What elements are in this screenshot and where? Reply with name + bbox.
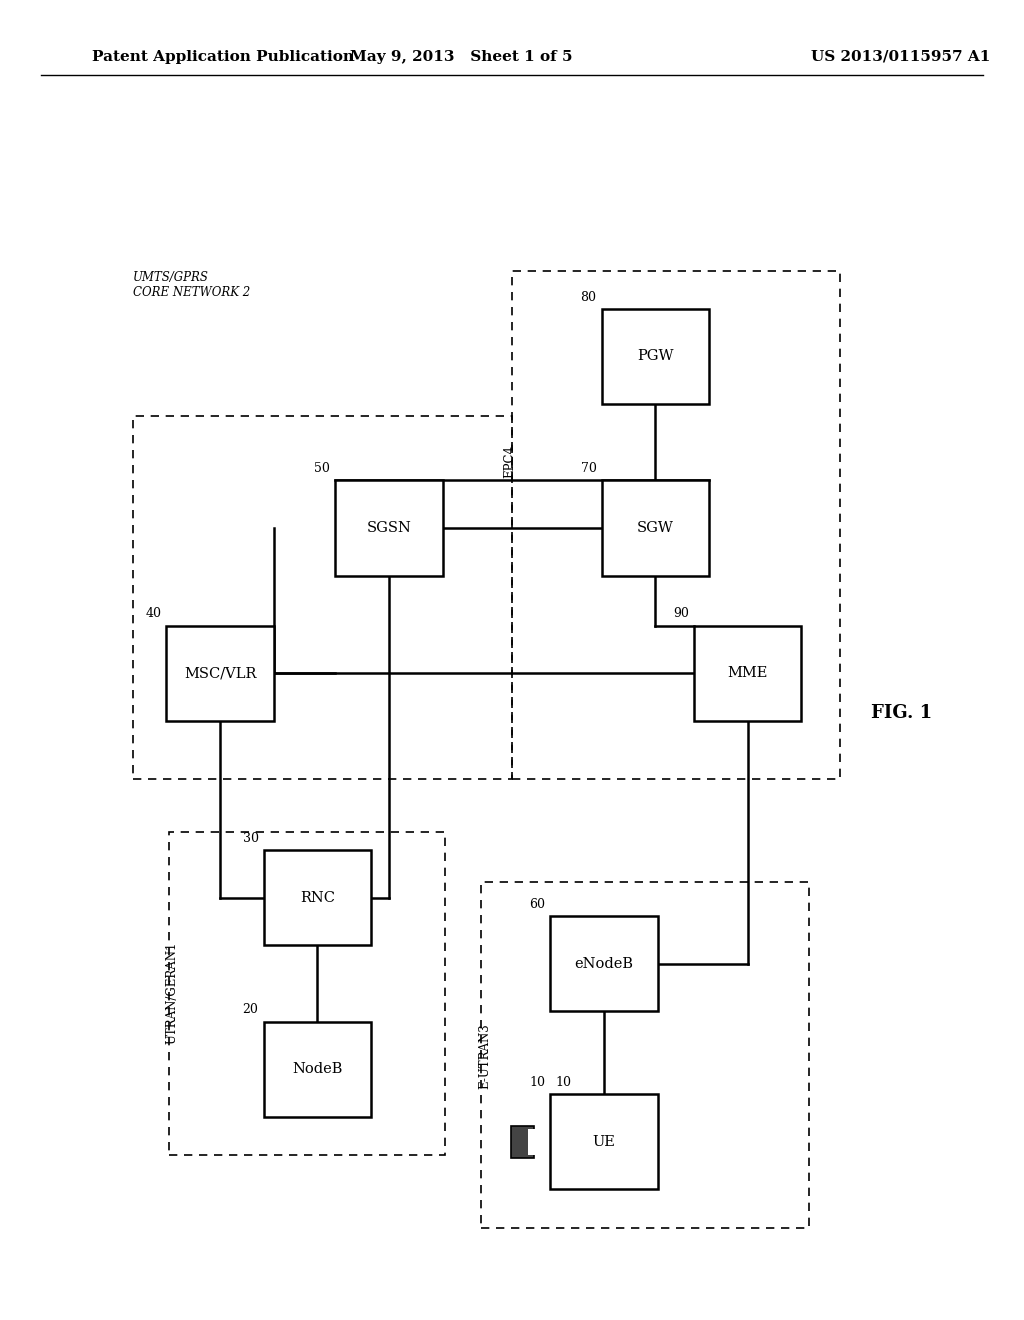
Text: 90: 90: [673, 607, 688, 620]
Text: RNC: RNC: [300, 891, 335, 904]
Bar: [169, 832, 445, 1155]
Text: UTRAN/GERAN1: UTRAN/GERAN1: [166, 941, 178, 1044]
Text: NodeB: NodeB: [292, 1063, 343, 1076]
Text: 30: 30: [243, 832, 258, 845]
Text: 10: 10: [555, 1076, 571, 1089]
Text: 40: 40: [145, 607, 162, 620]
Bar: [512, 271, 840, 779]
Text: E-UTRAN3: E-UTRAN3: [478, 1023, 490, 1089]
Text: eNodeB: eNodeB: [574, 957, 634, 970]
Bar: [166, 626, 274, 721]
Text: UMTS/GPRS
CORE NETWORK 2: UMTS/GPRS CORE NETWORK 2: [133, 271, 251, 298]
Text: Patent Application Publication: Patent Application Publication: [92, 50, 354, 63]
Bar: [551, 1094, 657, 1189]
Text: 70: 70: [581, 462, 596, 475]
Text: EPC4: EPC4: [504, 446, 516, 479]
Text: UE: UE: [593, 1135, 615, 1148]
Text: 20: 20: [243, 1003, 258, 1016]
Text: SGW: SGW: [637, 521, 674, 535]
Text: SGSN: SGSN: [367, 521, 412, 535]
Bar: [551, 916, 657, 1011]
Bar: [264, 850, 371, 945]
Bar: [694, 626, 801, 721]
Text: PGW: PGW: [637, 350, 674, 363]
Bar: [528, 1129, 545, 1155]
Bar: [336, 480, 442, 576]
Bar: [264, 1022, 371, 1117]
Bar: [512, 1126, 535, 1158]
Text: 50: 50: [314, 462, 330, 475]
Text: 10: 10: [529, 1076, 545, 1089]
Text: May 9, 2013   Sheet 1 of 5: May 9, 2013 Sheet 1 of 5: [349, 50, 572, 63]
Text: FIG. 1: FIG. 1: [870, 704, 932, 722]
Bar: [133, 416, 512, 779]
Bar: [602, 309, 709, 404]
Bar: [481, 882, 809, 1228]
Text: 80: 80: [581, 290, 596, 304]
Text: 60: 60: [529, 898, 545, 911]
Text: US 2013/0115957 A1: US 2013/0115957 A1: [811, 50, 991, 63]
Text: MSC/VLR: MSC/VLR: [184, 667, 256, 680]
Text: MME: MME: [727, 667, 768, 680]
Bar: [602, 480, 709, 576]
